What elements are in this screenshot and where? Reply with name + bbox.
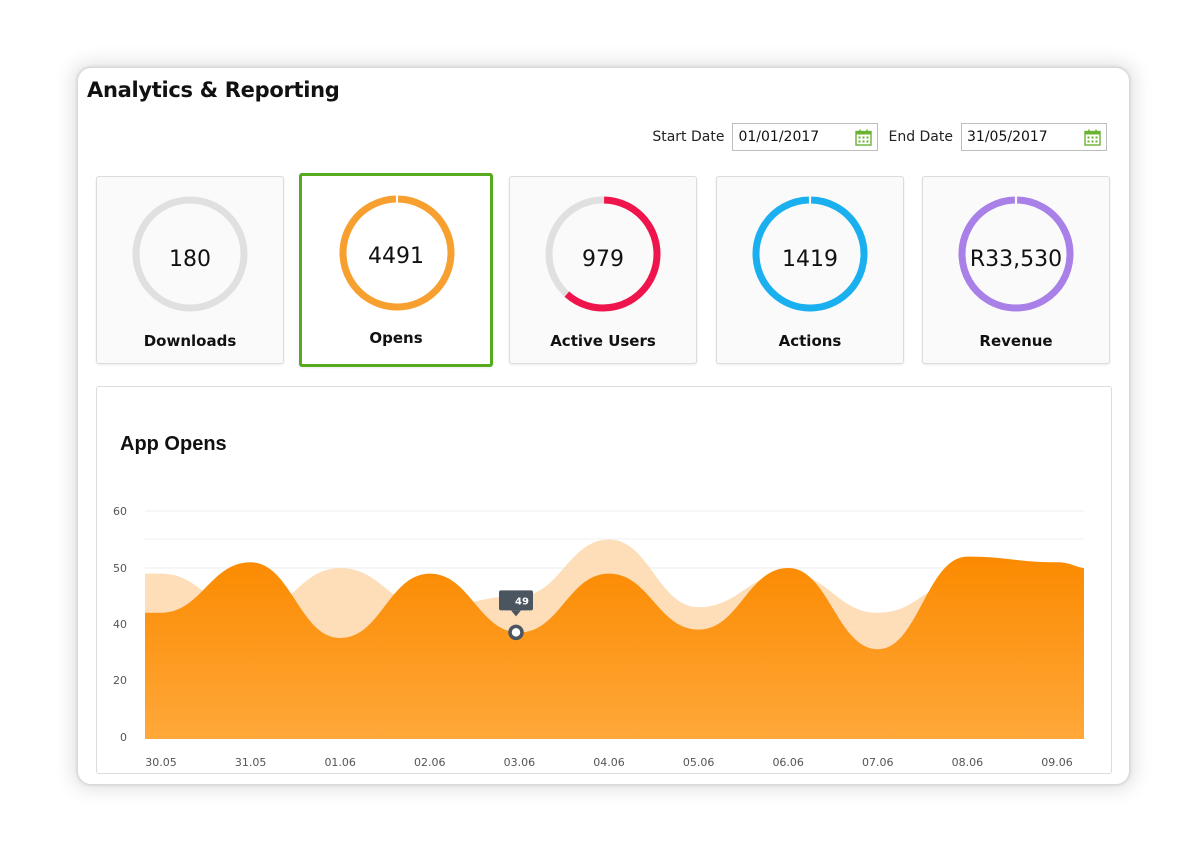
x-tick-label: 01.06 xyxy=(324,756,356,769)
calendar-icon[interactable] xyxy=(855,129,873,146)
metric-label: Active Users xyxy=(550,332,656,350)
progress-ring xyxy=(545,196,661,312)
start-date-field[interactable]: 01/01/2017 xyxy=(732,123,879,151)
y-tick-label: 40 xyxy=(113,618,127,631)
y-tick-label: 50 xyxy=(113,562,127,575)
ring-progress xyxy=(752,196,868,312)
metric-value: 979 xyxy=(582,247,624,272)
x-tick-label: 07.06 xyxy=(862,756,894,769)
x-tick-label: 03.06 xyxy=(504,756,536,769)
metric-value: R33,530 xyxy=(969,247,1063,272)
progress-ring xyxy=(752,196,868,312)
date-filter-bar: Start Date 01/01/2017 End Date 31/05/201… xyxy=(652,123,1107,151)
y-tick-label: 20 xyxy=(113,674,127,687)
x-tick-label: 08.06 xyxy=(952,756,984,769)
x-tick-label: 09.06 xyxy=(1041,756,1073,769)
metric-card-actions[interactable]: 1419 Actions xyxy=(716,176,904,364)
x-tick-label: 30.05 xyxy=(145,756,177,769)
x-tick-label: 06.06 xyxy=(772,756,804,769)
ring-progress xyxy=(564,196,661,312)
chart-title: App Opens xyxy=(120,433,227,455)
x-tick-label: 05.06 xyxy=(683,756,715,769)
series-area-dark xyxy=(145,556,1084,739)
ring-track xyxy=(132,196,248,312)
metric-card-revenue[interactable]: R33,530 Revenue xyxy=(922,176,1110,364)
highlight-point xyxy=(508,624,524,641)
progress-ring xyxy=(339,195,455,311)
end-date-field[interactable]: 31/05/2017 xyxy=(961,123,1107,151)
x-tick-label: 04.06 xyxy=(593,756,625,769)
app-opens-chart: 60 50 40 20 0 30.05 31.05 01.06 02.06 03.06 04.06 0… xyxy=(113,505,1084,769)
y-tick-label: 60 xyxy=(113,505,127,518)
end-date-label: End Date xyxy=(888,129,953,145)
start-date-value: 01/01/2017 xyxy=(738,129,820,145)
ring-progress xyxy=(339,195,455,311)
app-opens-chart-panel: App Opens 60 50 40 20 0 30.05 31.05 01.06 02.06 0… xyxy=(96,386,1112,774)
metric-value: 4491 xyxy=(368,244,424,269)
progress-ring xyxy=(132,196,248,312)
start-date-label: Start Date xyxy=(652,129,725,145)
x-tick-label: 02.06 xyxy=(414,756,446,769)
metric-label: Downloads xyxy=(143,332,237,350)
tooltip-box xyxy=(499,590,533,611)
page-title: Analytics & Reporting xyxy=(87,78,340,102)
x-tick-label: 31.05 xyxy=(235,756,267,769)
calendar-icon[interactable] xyxy=(1084,129,1101,146)
metric-card-opens[interactable]: 4491 Opens xyxy=(299,173,493,367)
metric-value: 1419 xyxy=(782,247,838,272)
metric-card-active-users[interactable]: 979 Active Users xyxy=(509,176,697,364)
analytics-window: Analytics & Reporting Start Date 01/01/2… xyxy=(77,67,1130,785)
y-tick-label: 0 xyxy=(120,731,127,744)
metric-label: Revenue xyxy=(979,332,1053,350)
metric-card-downloads[interactable]: 180 Downloads xyxy=(96,176,284,364)
end-date-value: 31/05/2017 xyxy=(967,129,1048,145)
tooltip-value: 49 xyxy=(515,596,529,607)
metric-label: Actions xyxy=(778,332,842,350)
ring-progress xyxy=(958,196,1074,312)
metric-value: 180 xyxy=(169,247,211,272)
tooltip-pointer xyxy=(511,610,521,617)
progress-ring xyxy=(958,196,1074,312)
metric-label: Opens xyxy=(369,329,423,347)
